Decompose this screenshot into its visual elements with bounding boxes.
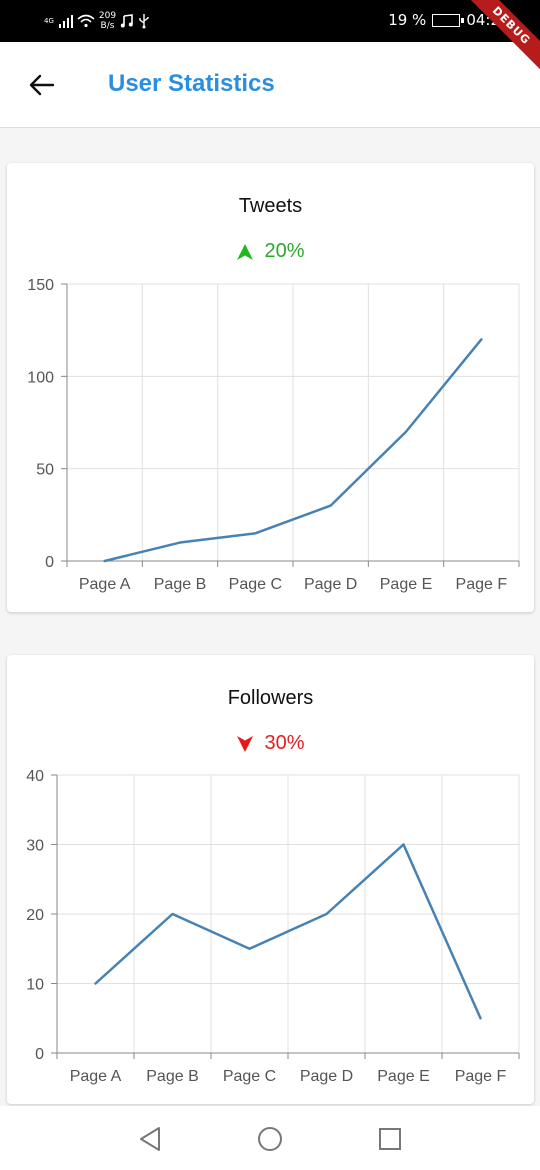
trend-value: 30% bbox=[264, 732, 305, 754]
arrow-back-icon bbox=[29, 74, 55, 96]
y-tick-label: 30 bbox=[26, 838, 44, 855]
x-tick-label: Page A bbox=[79, 576, 131, 593]
page-title: User Statistics bbox=[108, 70, 275, 97]
status-bar: 4G 209 B/s 19 % 04:2 DEBUG bbox=[0, 0, 540, 72]
trend-value: 20% bbox=[264, 240, 305, 262]
back-button[interactable] bbox=[22, 65, 62, 105]
series-line bbox=[103, 338, 483, 563]
x-tick-label: Page E bbox=[377, 1068, 429, 1085]
status-left: 4G 209 B/s bbox=[44, 9, 150, 33]
y-tick-label: 50 bbox=[36, 462, 54, 479]
series-line bbox=[94, 843, 482, 1020]
tweets-card: Tweets 20% 0 50 100 150 Page A Page B Page C Pa… bbox=[7, 163, 534, 612]
card-title: Followers bbox=[227, 687, 314, 709]
y-tick-label: 0 bbox=[35, 1046, 44, 1063]
x-tick-label: Page A bbox=[70, 1068, 122, 1085]
arrow-up-icon bbox=[237, 243, 254, 260]
battery-icon bbox=[432, 13, 465, 27]
status-right: 19 % 04:2 bbox=[388, 11, 500, 29]
signal-icon bbox=[58, 14, 73, 28]
arrow-down-icon bbox=[237, 735, 254, 752]
app-bar: User Statistics bbox=[0, 42, 540, 128]
x-tick-label: Page F bbox=[455, 1068, 507, 1085]
trend-indicator: 20% bbox=[7, 240, 534, 263]
wifi-icon bbox=[77, 14, 95, 28]
x-tick-label: Page E bbox=[380, 576, 432, 593]
x-tick-label: Page C bbox=[223, 1068, 276, 1085]
network-type: 4G bbox=[44, 17, 54, 25]
y-tick-label: 150 bbox=[27, 277, 54, 294]
trend-indicator: 30% bbox=[7, 732, 534, 755]
x-tick-label: Page B bbox=[146, 1068, 198, 1085]
tweets-chart: 0 50 100 150 Page A Page B Page C Page D Page E P… bbox=[27, 277, 520, 593]
x-tick-label: Page B bbox=[154, 576, 206, 593]
followers-card: Followers 30% 0 10 20 30 40 Page A Page B Page … bbox=[7, 655, 534, 1104]
y-tick-label: 40 bbox=[26, 768, 44, 785]
home-circle-icon bbox=[258, 1127, 282, 1151]
recents-square-icon bbox=[379, 1128, 401, 1150]
x-tick-label: Page D bbox=[300, 1068, 353, 1085]
network-speed: 209 B/s bbox=[99, 11, 116, 31]
nav-home-button[interactable] bbox=[255, 1124, 285, 1154]
x-tick-label: Page C bbox=[229, 576, 282, 593]
x-tick-label: Page D bbox=[304, 576, 357, 593]
battery-percent: 19 % bbox=[388, 11, 427, 29]
followers-chart: 0 10 20 30 40 Page A Page B Page C Page D Page E P… bbox=[26, 768, 520, 1085]
nav-recents-button[interactable] bbox=[375, 1124, 405, 1154]
y-tick-label: 10 bbox=[26, 977, 44, 994]
back-triangle-icon bbox=[140, 1127, 160, 1151]
usb-icon bbox=[139, 14, 149, 29]
speed-unit: B/s bbox=[100, 21, 115, 31]
y-tick-label: 100 bbox=[27, 369, 54, 386]
y-tick-label: 20 bbox=[26, 907, 44, 924]
system-nav-bar bbox=[0, 1106, 540, 1170]
card-title: Tweets bbox=[238, 195, 303, 217]
music-icon bbox=[120, 14, 133, 28]
x-tick-label: Page F bbox=[456, 576, 508, 593]
y-tick-label: 0 bbox=[45, 554, 54, 571]
nav-back-button[interactable] bbox=[135, 1124, 165, 1154]
speed-value: 209 bbox=[98, 11, 117, 21]
